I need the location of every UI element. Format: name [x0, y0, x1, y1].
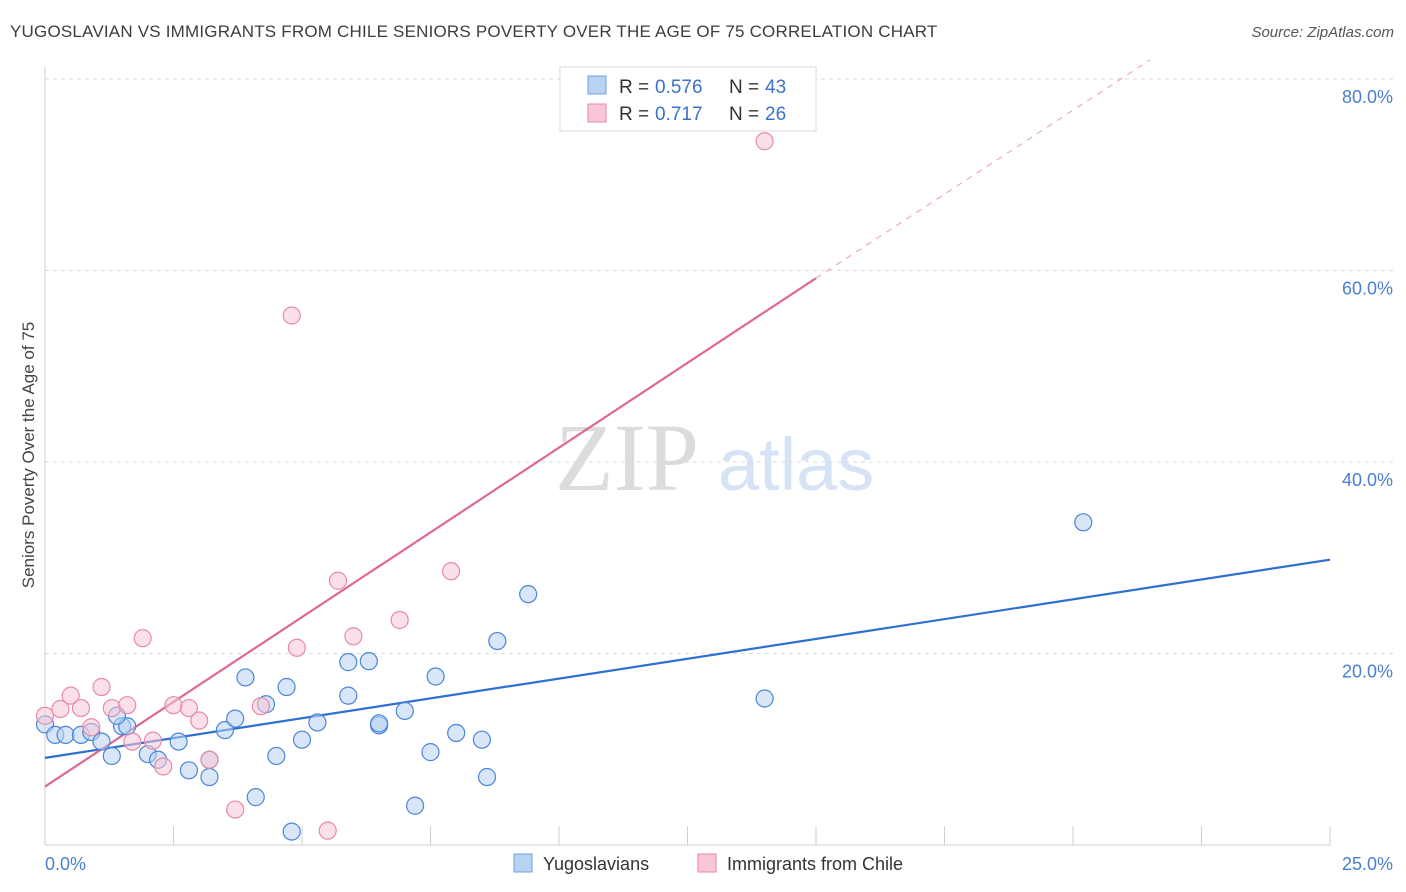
tick-labels: 20.0% 40.0% 60.0% 80.0% 0.0% 25.0% [45, 87, 1393, 874]
bottom-legend: Yugoslavians Immigrants from Chile [513, 853, 903, 874]
axes [44, 67, 1331, 846]
chart-title: YUGOSLAVIAN VS IMMIGRANTS FROM CHILE SEN… [10, 22, 938, 41]
bottom-legend-swatch-yugoslavians [513, 853, 533, 873]
x-tick-label: 0.0% [45, 854, 86, 874]
legend-swatch-yugoslavians [587, 75, 607, 95]
point-chile [143, 731, 163, 750]
point-chile [61, 686, 80, 705]
trend-line-extension-chile [815, 59, 1151, 279]
point-yugoslavians [102, 746, 121, 766]
bottom-legend-label-yugoslavians: Yugoslavians [543, 854, 649, 874]
legend-n-label-2: N = [729, 104, 759, 125]
point-chile [164, 696, 183, 715]
point-yugoslavians [447, 723, 466, 743]
point-yugoslavians [92, 732, 111, 751]
watermark-zip: ZIP [555, 404, 699, 511]
point-yugoslavians [292, 730, 312, 749]
point-yugoslavians [755, 689, 774, 708]
grid-lines [45, 78, 1393, 654]
y-tick-label: 40.0% [1342, 470, 1393, 490]
trend-line-chile [44, 277, 817, 788]
point-chile [179, 698, 199, 718]
point-chile [226, 800, 245, 819]
point-yugoslavians [421, 743, 440, 762]
legend-n-value-2: 26 [765, 104, 786, 125]
watermark-atlas: atlas [718, 423, 874, 506]
x-tick-label: 25.0% [1342, 854, 1393, 874]
point-chile [35, 706, 55, 725]
point-yugoslavians [226, 709, 245, 728]
point-chile [328, 571, 348, 590]
point-yugoslavians [200, 767, 219, 787]
point-chile [51, 699, 70, 719]
point-yugoslavians [308, 713, 327, 732]
point-yugoslavians [519, 585, 538, 604]
point-chile [133, 629, 152, 648]
y-tick-label: 80.0% [1342, 87, 1393, 107]
point-yugoslavians [277, 677, 296, 697]
point-chile [200, 750, 219, 769]
point-chile [755, 132, 774, 151]
point-yugoslavians [267, 746, 286, 766]
point-chile [282, 306, 301, 325]
point-yugoslavians [405, 796, 425, 815]
point-chile [251, 697, 270, 716]
point-chile [344, 627, 363, 646]
legend-swatch-chile [587, 103, 607, 123]
y-tick-label: 60.0% [1342, 279, 1393, 299]
point-chile [287, 638, 306, 657]
legend-n-label-1: N = [729, 77, 759, 98]
legend-r-label-2: R = [619, 104, 649, 125]
point-chile [190, 711, 209, 730]
y-axis-label: Seniors Poverty Over the Age of 75 [19, 322, 38, 588]
point-yugoslavians [477, 767, 497, 787]
point-chile [102, 698, 121, 718]
point-chile [123, 732, 142, 751]
point-yugoslavians [395, 701, 414, 721]
bottom-legend-swatch-chile [697, 853, 717, 873]
point-yugoslavians [339, 686, 358, 705]
point-chile [154, 757, 173, 776]
point-yugoslavians [246, 788, 265, 807]
point-yugoslavians [426, 667, 445, 686]
point-chile [71, 698, 91, 718]
legend-n-value-1: 43 [765, 77, 786, 98]
point-yugoslavians [359, 652, 378, 671]
point-yugoslavians [169, 732, 188, 751]
data-points [35, 132, 1093, 841]
point-yugoslavians [179, 761, 199, 780]
point-chile [82, 718, 101, 737]
legend-r-value-2: 0.717 [655, 104, 703, 125]
legend-box: R = 0.576 N = 43 R = 0.717 N = 26 [559, 66, 817, 132]
point-yugoslavians [472, 730, 491, 749]
point-chile [441, 562, 461, 581]
chart-source: Source: ZipAtlas.com [1251, 24, 1394, 41]
point-yugoslavians [282, 822, 301, 841]
legend-r-value-1: 0.576 [655, 77, 703, 98]
y-tick-label: 20.0% [1342, 662, 1393, 682]
legend-r-label-1: R = [619, 77, 649, 98]
point-yugoslavians [56, 725, 75, 744]
point-yugoslavians [488, 631, 507, 651]
point-yugoslavians [339, 653, 358, 672]
point-chile [390, 610, 409, 630]
point-yugoslavians [236, 668, 255, 687]
point-yugoslavians [215, 720, 234, 740]
point-chile [92, 677, 111, 697]
point-chile [318, 821, 337, 840]
bottom-legend-label-chile: Immigrants from Chile [727, 854, 903, 874]
point-chile [118, 696, 137, 715]
point-yugoslavians [1074, 513, 1093, 532]
point-yugoslavians [370, 714, 389, 733]
trend-line-yugoslavians [44, 558, 1331, 759]
